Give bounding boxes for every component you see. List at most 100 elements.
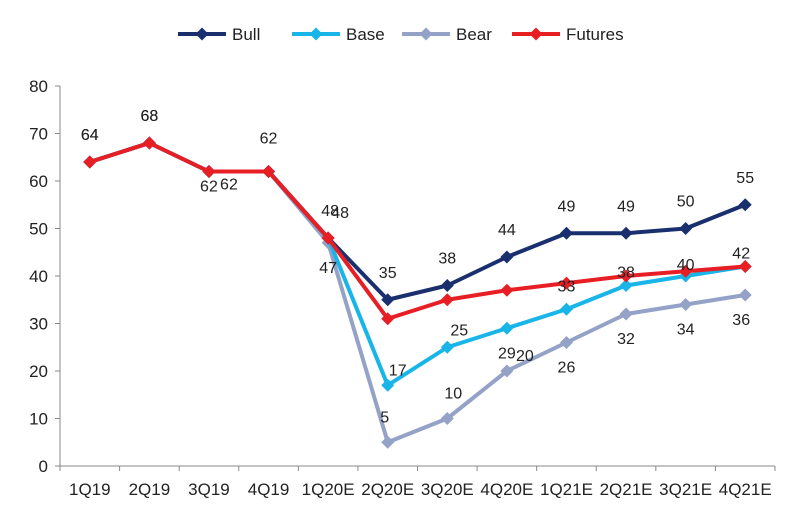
data-label-bull: 50 [677,194,695,211]
data-label-futures: 62 [200,179,218,196]
legend-item-futures: Futures [512,25,624,44]
y-tick-label: 10 [29,410,48,429]
series-line [89,141,746,321]
data-point [440,340,454,354]
data-point [679,222,693,235]
y-tick-label: 70 [29,125,48,144]
series-line [89,141,746,388]
data-point [321,231,335,245]
x-tick-label: 1Q19 [69,480,111,499]
x-tick-label: 2Q21E [600,480,653,499]
x-tick-label: 4Q21E [719,480,772,499]
legend-item-bear: Bear [402,25,492,44]
data-label-bull: 49 [617,198,635,215]
data-label-bull: 62 [260,131,278,148]
data-point [619,307,633,321]
data-point [440,293,454,307]
legend-item-base: Base [292,25,385,44]
data-label-base: 29 [498,345,516,362]
legend-item-bull: Bull [178,25,260,44]
data-label-bear: 10 [444,386,462,403]
data-label-bear: 20 [516,348,534,365]
legend-label: Bull [232,25,260,44]
x-tick-label: 2Q19 [129,480,171,499]
data-label-base: 25 [450,322,468,339]
data-point [500,321,514,335]
data-label-bear: 32 [617,331,635,348]
legend: Bull Base Bear Futures [178,25,624,44]
legend-label: Bear [456,25,492,44]
x-tick-label: 3Q19 [188,480,230,499]
data-point [559,336,573,349]
axes: 0 10 20 30 40 50 60 70 80 1Q19 2Q19 3Q19 4Q19 1Q20E 2Q… [29,77,776,499]
x-tick-label: 2Q20E [361,480,414,499]
y-tick-label: 20 [29,362,48,381]
data-point [381,293,395,307]
legend-label: Futures [566,25,624,44]
data-label-bull: 38 [438,251,456,268]
data-point [679,298,693,311]
data-label-bull: 49 [558,198,576,215]
legend-swatch-marker [309,27,323,41]
data-label-bull: 62 [220,177,238,194]
data-point [738,288,752,302]
y-tick-label: 40 [29,267,48,286]
legend-swatch-marker [529,27,543,41]
x-tick-label: 4Q19 [248,480,290,499]
x-tick-label: 4Q20E [480,480,533,499]
data-point [440,279,454,292]
x-tick-label: 3Q21E [659,480,712,499]
data-label-futures: 68 [140,108,158,125]
legend-swatch-marker [195,27,209,41]
data-label-base: 17 [389,362,407,379]
data-point [500,364,514,378]
data-label-bull: 64 [81,127,99,144]
legend-label: Base [346,25,385,44]
y-tick-label: 50 [29,220,48,239]
data-point [619,269,633,283]
y-tick-label: 0 [39,457,48,476]
data-point [559,226,573,240]
data-point [619,226,633,240]
data-label-bear: 34 [677,322,695,339]
data-label-base: 40 [677,257,695,274]
data-label-base: 33 [558,278,576,295]
data-label-futures: 48 [321,203,339,220]
data-point [202,165,216,178]
data-point [440,412,454,425]
x-tick-label: 3Q20E [421,480,474,499]
legend-swatch-marker [419,27,433,41]
data-point [559,302,573,316]
x-tick-label: 1Q21E [540,480,593,499]
data-point [83,155,97,169]
y-tick-label: 60 [29,172,48,191]
data-label-bear: 36 [732,312,750,329]
data-point [500,250,514,264]
series-futures [83,136,752,326]
x-tick-label: 1Q20E [302,480,355,499]
data-label-base: 38 [617,265,635,282]
data-label-bull: 35 [379,265,397,282]
data-label-bull: 48 [331,205,349,222]
y-tick-label: 80 [29,77,48,96]
data-point [142,136,156,150]
data-point [262,165,276,178]
data-label-futures: 64 [81,127,99,144]
data-point [500,283,514,297]
data-point [381,312,395,326]
data-label-bull: 68 [140,108,158,125]
data-label-bull: 44 [498,222,516,239]
data-point [381,435,395,449]
data-point [381,378,395,392]
data-label-bear: 26 [558,360,576,377]
data-point [619,279,633,292]
series-lines [83,136,752,449]
data-point [559,276,573,290]
data-point [738,260,752,273]
series-base [83,136,752,392]
data-label-bear: 47 [319,260,337,277]
data-label-bear: 5 [380,409,389,426]
data-label-bull: 55 [736,170,754,187]
